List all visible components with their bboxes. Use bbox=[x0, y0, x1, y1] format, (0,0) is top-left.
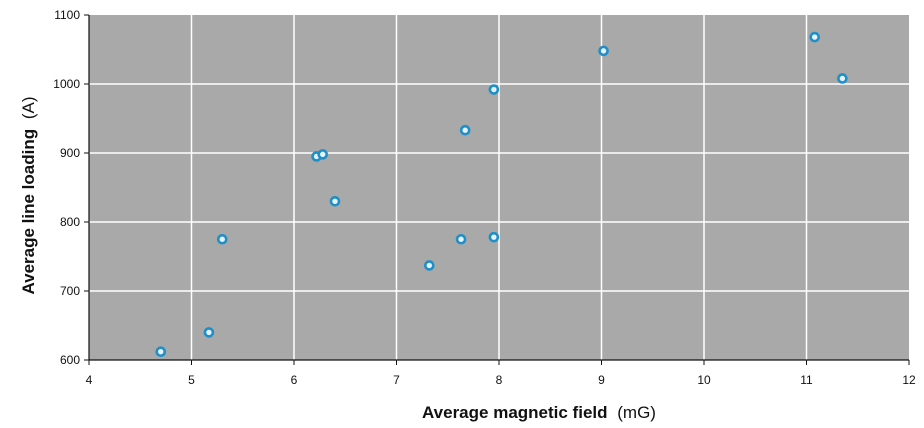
data-point bbox=[488, 231, 500, 243]
data-point bbox=[598, 45, 609, 57]
data-point bbox=[837, 73, 848, 84]
y-axis-title: Average line loading (A) bbox=[19, 96, 38, 294]
y-tick-label: 1100 bbox=[54, 8, 80, 22]
x-tick-label: 5 bbox=[188, 373, 195, 387]
x-tick-label: 4 bbox=[86, 373, 93, 387]
data-point bbox=[317, 149, 329, 160]
y-axis-label: Average line loading bbox=[19, 129, 38, 295]
y-tick-label: 900 bbox=[60, 146, 80, 160]
tick-labels: 4 5 6 7 8 9 10 11 12 600 700 800 900 1000 1100 bbox=[53, 8, 916, 387]
x-tick-label: 7 bbox=[393, 373, 400, 387]
y-axis-unit: (A) bbox=[19, 96, 38, 119]
x-tick-label: 12 bbox=[902, 373, 916, 387]
y-tick-label: 700 bbox=[60, 284, 80, 298]
data-point bbox=[809, 31, 821, 43]
x-tick-label: 6 bbox=[291, 373, 298, 387]
x-tick-label: 8 bbox=[496, 373, 503, 387]
x-tick-label: 9 bbox=[598, 373, 605, 387]
grid-lines bbox=[89, 15, 909, 360]
y-tick-label: 800 bbox=[60, 215, 80, 229]
x-tick-label: 11 bbox=[800, 373, 813, 387]
data-point bbox=[488, 84, 500, 95]
data-point bbox=[423, 260, 435, 271]
y-tick-label: 1000 bbox=[53, 77, 80, 91]
y-tick-label: 600 bbox=[60, 353, 80, 367]
x-axis-label: Average magnetic field bbox=[422, 403, 608, 422]
data-point bbox=[459, 124, 471, 136]
axes bbox=[84, 14, 910, 365]
data-point bbox=[455, 233, 467, 245]
data-point bbox=[203, 327, 215, 338]
data-point bbox=[155, 346, 167, 358]
x-axis-unit: (mG) bbox=[617, 403, 656, 422]
x-axis-title: Average magnetic field (mG) bbox=[422, 403, 656, 422]
data-point bbox=[216, 233, 228, 245]
data-point bbox=[329, 196, 341, 207]
data-points bbox=[155, 31, 848, 358]
x-tick-label: 10 bbox=[697, 373, 711, 387]
